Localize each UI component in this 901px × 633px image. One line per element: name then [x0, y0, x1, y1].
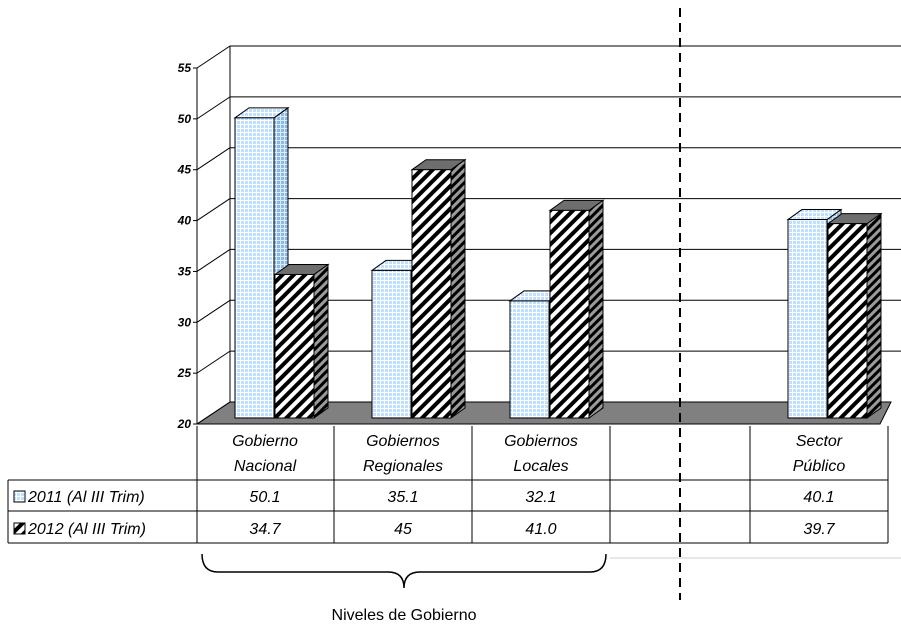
y-tick-label: 45 — [177, 163, 192, 177]
category-label: Gobierno — [232, 433, 298, 450]
side-wall-line — [196, 45, 231, 69]
chart-annotations: Niveles de Gobierno — [201, 8, 681, 624]
category-label: Regionales — [363, 458, 443, 475]
side-wall-line — [196, 249, 231, 272]
bar-side — [588, 199, 604, 419]
bar-side — [313, 263, 329, 419]
legend-label: 2012 (Al III Trim) — [27, 521, 146, 538]
bar-2011 — [371, 269, 412, 419]
data-label: 41.0 — [525, 521, 556, 538]
y-tick-label: 20 — [177, 417, 192, 431]
bar-2011 — [509, 300, 550, 419]
data-label: 40.1 — [803, 489, 834, 506]
y-tick-label: 30 — [178, 315, 192, 329]
bar-2012 — [827, 223, 868, 419]
bar-2011 — [234, 117, 275, 419]
y-tick-label: 25 — [177, 366, 192, 380]
group-brace — [201, 553, 607, 589]
side-wall-line — [196, 299, 231, 323]
category-label: Locales — [513, 458, 568, 475]
side-wall-line — [196, 147, 231, 171]
chart-bars — [233, 106, 883, 419]
bar-2012 — [274, 273, 315, 419]
y-tick-label: 55 — [178, 61, 192, 75]
category-label: Nacional — [234, 458, 297, 475]
bar-2011 — [787, 219, 828, 419]
category-label: Sector — [796, 433, 843, 450]
y-tick-label: 40 — [177, 214, 192, 228]
category-label: Público — [793, 458, 846, 475]
group-label: Niveles de Gobierno — [332, 607, 477, 624]
y-tick-label: 50 — [178, 112, 192, 126]
category-label: Gobiernos — [366, 433, 440, 450]
legend-key — [13, 522, 26, 535]
bar-2012 — [549, 209, 590, 419]
legend-label: 2011 (Al III Trim) — [27, 489, 145, 506]
data-label: 50.1 — [249, 489, 280, 506]
side-wall-line — [196, 96, 231, 120]
data-label: 32.1 — [525, 489, 556, 506]
data-table: Gobierno Nacional Gobiernos Regionales Gobie… — [7, 426, 901, 559]
data-label: 45 — [394, 521, 412, 538]
y-tick-label: 35 — [178, 264, 192, 278]
bar-side — [450, 158, 466, 419]
side-wall-line — [196, 198, 231, 221]
legend-key — [13, 490, 26, 503]
data-label: 39.7 — [803, 521, 835, 538]
bar-side — [866, 212, 882, 419]
bar-2012 — [411, 169, 452, 419]
category-label: Gobiernos — [504, 433, 578, 450]
side-wall-line — [196, 401, 231, 425]
data-label: 34.7 — [249, 521, 281, 538]
y-axis: 20 25 30 35 40 45 50 55 — [177, 61, 197, 431]
side-wall-line — [196, 350, 231, 374]
data-label: 35.1 — [387, 489, 418, 506]
